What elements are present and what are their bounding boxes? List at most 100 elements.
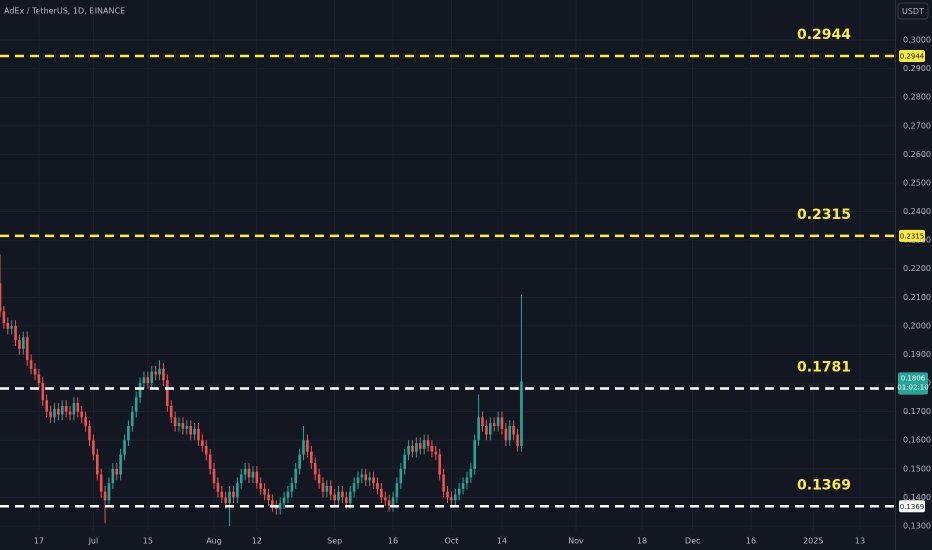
candle-body <box>22 337 25 349</box>
candle-body <box>173 417 177 426</box>
y-tick-label: 0.2400 <box>903 207 931 216</box>
candle-body <box>220 491 224 498</box>
candle-body <box>150 371 154 384</box>
candle-body <box>255 471 259 484</box>
candle-body <box>88 425 91 441</box>
candle-body <box>154 371 157 375</box>
candle-body <box>376 483 379 489</box>
candle-body <box>477 417 480 441</box>
candle-body <box>2 311 6 324</box>
candle-body <box>197 428 200 441</box>
candle-body <box>368 477 371 481</box>
candle-body <box>134 397 138 412</box>
candle-body <box>520 381 523 446</box>
y-tick-label: 0.1900 <box>903 350 931 359</box>
level-tag-label: 0.2315 <box>900 232 925 240</box>
candle-body <box>333 494 336 501</box>
candle-body <box>411 445 414 452</box>
candle-body <box>80 411 84 418</box>
x-tick-label: 18 <box>637 537 647 546</box>
candle-body <box>438 454 442 475</box>
y-tick-label: 0.1500 <box>903 464 931 473</box>
candle-body <box>57 408 60 415</box>
candle-body <box>329 485 333 495</box>
x-tick-label: Jul <box>88 537 99 546</box>
candle-body <box>508 425 512 441</box>
x-tick-label: 2025 <box>803 537 823 546</box>
candle-body <box>465 477 469 484</box>
candle-body <box>434 451 438 455</box>
candle-body <box>95 454 99 475</box>
candle-body <box>6 323 10 329</box>
candle-body <box>169 405 173 418</box>
candle-body <box>313 463 317 475</box>
candle-body <box>201 440 204 446</box>
x-tick-label: 13 <box>855 537 865 546</box>
candle-body <box>146 377 150 384</box>
candle-body <box>481 417 484 426</box>
candle-body <box>247 468 251 478</box>
candle-body <box>232 491 235 498</box>
candle-body <box>457 488 461 495</box>
candle-body <box>282 497 286 504</box>
candle-body <box>372 477 375 484</box>
x-tick-label: Nov <box>568 537 584 546</box>
y-tick-label: 0.1700 <box>903 407 931 416</box>
candle-body <box>18 340 21 349</box>
candle-body <box>37 374 41 384</box>
candle-body <box>473 440 477 469</box>
price-tag <box>898 372 928 395</box>
x-tick-label: 12 <box>252 537 262 546</box>
level-label: 0.1781 <box>797 359 851 375</box>
x-tick-label: Dec <box>685 537 700 546</box>
candle-body <box>294 468 298 484</box>
candle-body <box>422 440 426 449</box>
candle-body <box>380 488 383 498</box>
candle-body <box>33 368 37 375</box>
candle-body <box>485 425 488 435</box>
candle-body <box>193 428 196 435</box>
x-tick-label: 17 <box>34 537 44 546</box>
candle-body <box>10 325 13 329</box>
candle-body <box>236 483 239 498</box>
candle-body <box>418 443 422 449</box>
candle-body <box>348 491 352 504</box>
level-label: 0.1369 <box>797 477 851 493</box>
candle-body <box>278 503 282 509</box>
candle-body <box>387 500 391 506</box>
candle-body <box>345 497 348 504</box>
level-tag <box>899 229 925 242</box>
candle-body <box>208 454 212 469</box>
y-tick-label: 0.2100 <box>903 293 931 302</box>
candle-body <box>239 474 243 484</box>
level-label: 0.2315 <box>797 207 851 223</box>
candle-body <box>228 491 231 504</box>
candle-body <box>111 468 115 484</box>
candle-body <box>267 494 270 501</box>
level-tag <box>899 50 925 63</box>
candle-body <box>391 497 395 506</box>
candle-body <box>177 423 181 426</box>
price-tag-label: 0.1806 <box>901 374 926 382</box>
candle-body <box>364 474 368 481</box>
x-tick-label: Oct <box>444 537 458 546</box>
candle-body <box>271 500 274 506</box>
candle-body <box>64 405 68 412</box>
level-label: 0.2944 <box>797 27 851 43</box>
y-tick-label: 0.2600 <box>903 150 931 159</box>
candle-body <box>352 483 356 492</box>
candle-body <box>103 491 107 501</box>
candle-body <box>185 425 189 429</box>
candle-body <box>41 383 45 401</box>
y-tick-label: 0.2800 <box>903 93 931 102</box>
x-tick-label: 14 <box>497 537 507 546</box>
candle-body <box>53 408 56 418</box>
level-tag <box>899 500 925 513</box>
candle-body <box>286 491 290 498</box>
candle-body <box>321 483 325 492</box>
candle-body <box>14 325 17 341</box>
candle-body <box>60 405 64 415</box>
candle-body <box>360 474 364 478</box>
